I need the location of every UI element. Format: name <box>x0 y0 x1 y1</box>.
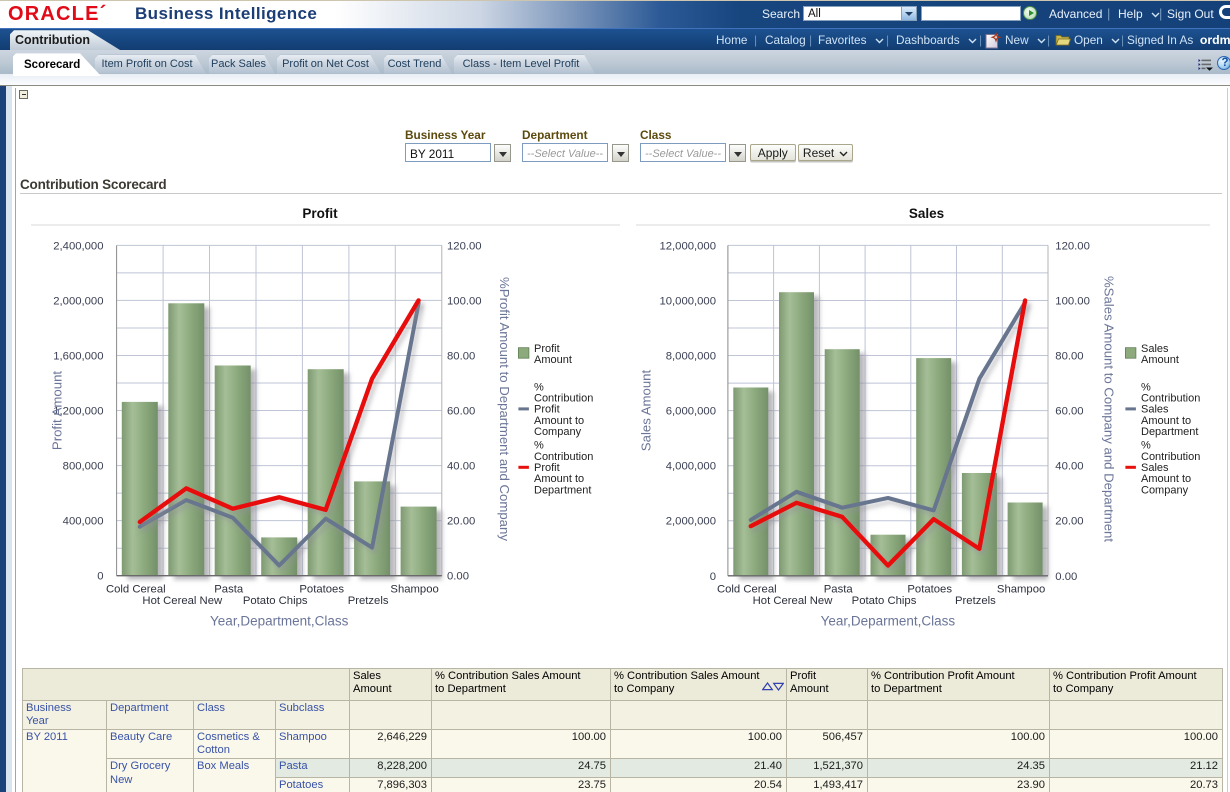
svg-text:12,000,000: 12,000,000 <box>659 240 716 252</box>
svg-text:8,000,000: 8,000,000 <box>666 351 716 363</box>
svg-text:%Profit Amount to Department a: %Profit Amount to Department and Company <box>497 277 512 541</box>
svg-text:Contribution: Contribution <box>1141 451 1200 463</box>
svg-text:Amount to: Amount to <box>1141 415 1191 427</box>
svg-text:100.00: 100.00 <box>1055 296 1090 308</box>
svg-text:Potato Chips: Potato Chips <box>852 595 917 607</box>
svg-text:120.00: 120.00 <box>447 240 482 252</box>
svg-text:Year,Deparment,Class: Year,Deparment,Class <box>821 614 956 629</box>
svg-text:0.00: 0.00 <box>1055 571 1077 583</box>
svg-text:Potato Chips: Potato Chips <box>243 595 308 607</box>
svg-text:Hot Cereal New: Hot Cereal New <box>753 595 834 607</box>
svg-text:6,000,000: 6,000,000 <box>666 406 716 418</box>
svg-text:Amount: Amount <box>534 354 572 366</box>
svg-text:Sales: Sales <box>1141 343 1169 355</box>
svg-text:0: 0 <box>710 571 716 583</box>
svg-text:Sales Amount: Sales Amount <box>639 369 654 451</box>
svg-text:4,000,000: 4,000,000 <box>666 461 716 473</box>
svg-text:%: % <box>1141 440 1151 452</box>
svg-text:Year,Department,Class: Year,Department,Class <box>210 614 349 629</box>
svg-text:0.00: 0.00 <box>447 571 469 583</box>
svg-text:Sales: Sales <box>909 206 944 221</box>
svg-text:20.00: 20.00 <box>1055 516 1083 528</box>
svg-text:%: % <box>534 440 544 452</box>
svg-text:Pasta: Pasta <box>214 584 244 596</box>
svg-text:40.00: 40.00 <box>1055 461 1083 473</box>
svg-text:40.00: 40.00 <box>447 461 475 473</box>
svg-text:Company: Company <box>534 426 582 438</box>
svg-text:%: % <box>534 381 544 393</box>
svg-text:1,200,000: 1,200,000 <box>53 406 103 418</box>
svg-text:100.00: 100.00 <box>447 295 482 307</box>
svg-text:Sales: Sales <box>1141 462 1169 474</box>
svg-text:Profit: Profit <box>534 404 560 416</box>
svg-text:Cold Cereal: Cold Cereal <box>717 584 777 596</box>
svg-text:2,000,000: 2,000,000 <box>666 516 716 528</box>
svg-text:80.00: 80.00 <box>447 351 475 363</box>
svg-text:Profit: Profit <box>302 206 338 221</box>
svg-text:Company: Company <box>1141 484 1189 496</box>
svg-text:Contribution: Contribution <box>534 393 593 405</box>
svg-text:Shampoo: Shampoo <box>390 584 438 596</box>
svg-text:2,000,000: 2,000,000 <box>53 295 103 307</box>
svg-text:%Sales Amount to Company and D: %Sales Amount to Company and Department <box>1102 276 1117 542</box>
svg-text:80.00: 80.00 <box>1055 351 1083 363</box>
svg-text:Amount to: Amount to <box>534 473 584 485</box>
svg-text:Potatoes: Potatoes <box>299 584 344 596</box>
svg-text:Sales: Sales <box>1141 404 1169 416</box>
svg-text:800,000: 800,000 <box>63 461 104 473</box>
svg-text:Pasta: Pasta <box>824 584 854 596</box>
svg-text:Profit: Profit <box>534 462 560 474</box>
svg-text:Contribution: Contribution <box>1141 393 1200 405</box>
svg-text:Pretzels: Pretzels <box>348 595 389 607</box>
svg-text:20.00: 20.00 <box>447 516 475 528</box>
svg-text:120.00: 120.00 <box>1055 240 1090 252</box>
svg-text:Hot Cereal New: Hot Cereal New <box>142 595 223 607</box>
svg-text:Cold Cereal: Cold Cereal <box>106 584 166 596</box>
svg-text:1,600,000: 1,600,000 <box>53 351 103 363</box>
svg-text:Department: Department <box>1141 426 1198 438</box>
svg-text:Amount to: Amount to <box>1141 473 1191 485</box>
svg-text:%: % <box>1141 381 1151 393</box>
svg-text:400,000: 400,000 <box>63 516 104 528</box>
svg-text:2,400,000: 2,400,000 <box>53 240 103 252</box>
svg-text:Amount: Amount <box>1141 354 1179 366</box>
svg-text:Contribution: Contribution <box>534 451 593 463</box>
svg-text:Profit: Profit <box>534 343 560 355</box>
svg-text:60.00: 60.00 <box>1055 406 1083 418</box>
svg-text:Pretzels: Pretzels <box>955 595 996 607</box>
svg-text:Potatoes: Potatoes <box>907 584 952 596</box>
svg-text:10,000,000: 10,000,000 <box>659 296 716 308</box>
svg-text:0: 0 <box>97 571 103 583</box>
svg-text:Amount to: Amount to <box>534 415 584 427</box>
svg-text:Shampoo: Shampoo <box>997 584 1045 596</box>
svg-text:Department: Department <box>534 484 591 496</box>
svg-text:60.00: 60.00 <box>447 406 475 418</box>
svg-text:Profit Amount: Profit Amount <box>50 371 65 450</box>
